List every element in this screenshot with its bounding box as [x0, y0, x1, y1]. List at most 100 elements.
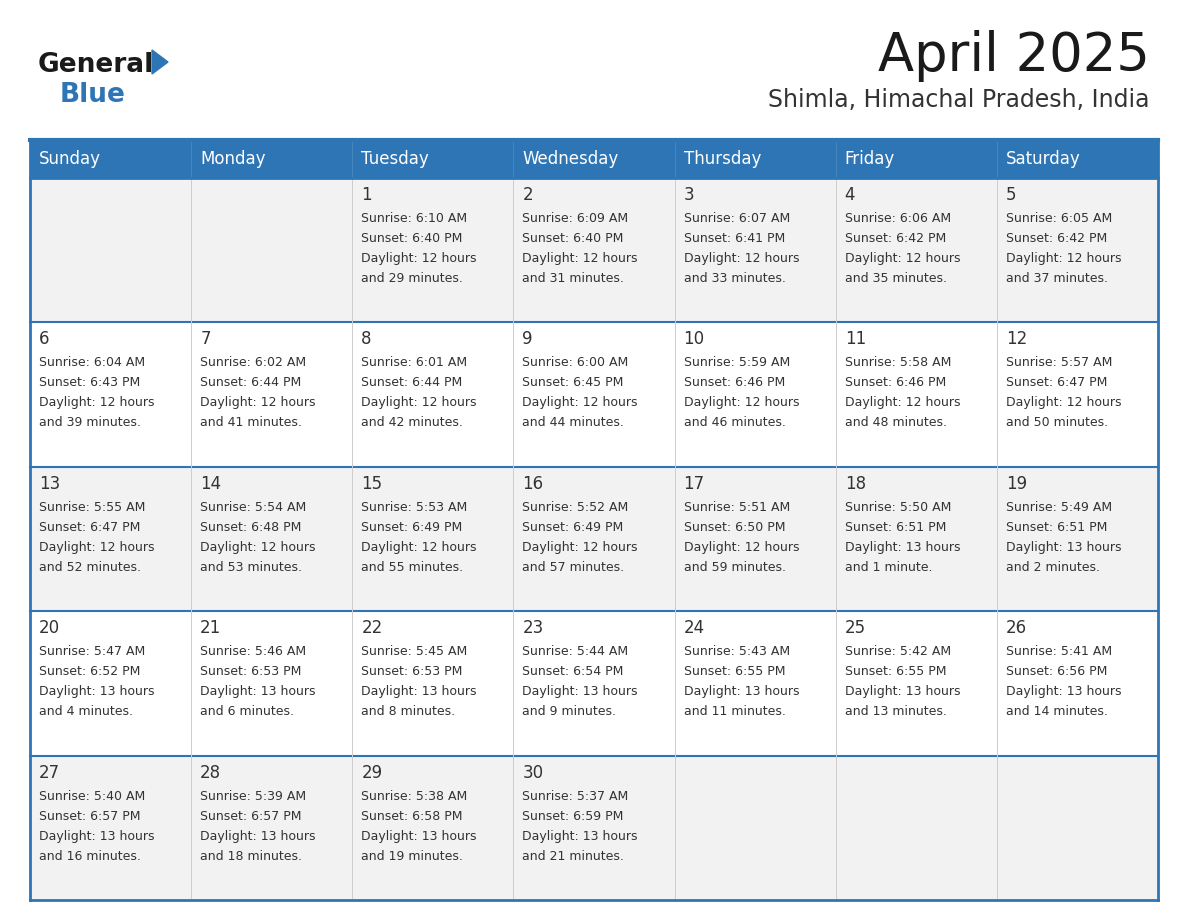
- Text: Daylight: 13 hours: Daylight: 13 hours: [361, 830, 476, 843]
- Text: Daylight: 13 hours: Daylight: 13 hours: [39, 830, 154, 843]
- Text: Daylight: 12 hours: Daylight: 12 hours: [683, 252, 800, 265]
- Bar: [191, 140, 353, 178]
- Bar: [30, 611, 1158, 756]
- Text: Sunrise: 6:00 AM: Sunrise: 6:00 AM: [523, 356, 628, 369]
- Text: Sunrise: 6:10 AM: Sunrise: 6:10 AM: [361, 212, 467, 225]
- Text: Sunset: 6:42 PM: Sunset: 6:42 PM: [1006, 232, 1107, 245]
- Text: Sunset: 6:46 PM: Sunset: 6:46 PM: [683, 376, 785, 389]
- Text: 13: 13: [39, 475, 61, 493]
- Text: 16: 16: [523, 475, 544, 493]
- Text: Daylight: 12 hours: Daylight: 12 hours: [361, 397, 476, 409]
- Text: Sunset: 6:51 PM: Sunset: 6:51 PM: [1006, 521, 1107, 533]
- Text: Daylight: 12 hours: Daylight: 12 hours: [39, 397, 154, 409]
- Text: Daylight: 12 hours: Daylight: 12 hours: [1006, 252, 1121, 265]
- Text: and 48 minutes.: and 48 minutes.: [845, 417, 947, 430]
- Text: Daylight: 12 hours: Daylight: 12 hours: [361, 541, 476, 554]
- Text: Daylight: 12 hours: Daylight: 12 hours: [683, 397, 800, 409]
- Text: Daylight: 13 hours: Daylight: 13 hours: [523, 685, 638, 699]
- Text: Sunrise: 5:51 AM: Sunrise: 5:51 AM: [683, 501, 790, 514]
- Text: Sunrise: 5:38 AM: Sunrise: 5:38 AM: [361, 789, 468, 802]
- Text: and 50 minutes.: and 50 minutes.: [1006, 417, 1108, 430]
- Text: Daylight: 12 hours: Daylight: 12 hours: [200, 397, 316, 409]
- Text: Tuesday: Tuesday: [361, 150, 429, 168]
- Text: and 42 minutes.: and 42 minutes.: [361, 417, 463, 430]
- Text: 9: 9: [523, 330, 533, 349]
- Text: Daylight: 12 hours: Daylight: 12 hours: [39, 541, 154, 554]
- Text: Sunrise: 5:47 AM: Sunrise: 5:47 AM: [39, 645, 145, 658]
- Text: Monday: Monday: [200, 150, 266, 168]
- Bar: [30, 322, 1158, 466]
- Text: 5: 5: [1006, 186, 1017, 204]
- Text: 4: 4: [845, 186, 855, 204]
- Text: and 21 minutes.: and 21 minutes.: [523, 849, 625, 863]
- Text: Saturday: Saturday: [1006, 150, 1081, 168]
- Text: 3: 3: [683, 186, 694, 204]
- Text: Sunrise: 5:45 AM: Sunrise: 5:45 AM: [361, 645, 468, 658]
- Text: and 11 minutes.: and 11 minutes.: [683, 705, 785, 718]
- Text: 26: 26: [1006, 620, 1026, 637]
- Text: Sunrise: 5:52 AM: Sunrise: 5:52 AM: [523, 501, 628, 514]
- Text: Sunrise: 6:02 AM: Sunrise: 6:02 AM: [200, 356, 307, 369]
- Text: 24: 24: [683, 620, 704, 637]
- Text: Sunset: 6:49 PM: Sunset: 6:49 PM: [361, 521, 462, 533]
- Text: Sunset: 6:40 PM: Sunset: 6:40 PM: [361, 232, 462, 245]
- Text: Daylight: 12 hours: Daylight: 12 hours: [683, 541, 800, 554]
- Text: 6: 6: [39, 330, 50, 349]
- Text: and 35 minutes.: and 35 minutes.: [845, 272, 947, 285]
- Text: Sunset: 6:47 PM: Sunset: 6:47 PM: [39, 521, 140, 533]
- Text: 22: 22: [361, 620, 383, 637]
- Text: and 57 minutes.: and 57 minutes.: [523, 561, 625, 574]
- Text: Sunrise: 6:01 AM: Sunrise: 6:01 AM: [361, 356, 467, 369]
- Text: Sunrise: 5:39 AM: Sunrise: 5:39 AM: [200, 789, 307, 802]
- Bar: [30, 178, 1158, 322]
- Text: Daylight: 13 hours: Daylight: 13 hours: [39, 685, 154, 699]
- Text: 18: 18: [845, 475, 866, 493]
- Text: Daylight: 13 hours: Daylight: 13 hours: [683, 685, 800, 699]
- Text: Daylight: 12 hours: Daylight: 12 hours: [361, 252, 476, 265]
- Text: Sunset: 6:51 PM: Sunset: 6:51 PM: [845, 521, 946, 533]
- Text: Wednesday: Wednesday: [523, 150, 619, 168]
- Text: Daylight: 13 hours: Daylight: 13 hours: [361, 685, 476, 699]
- Text: 2: 2: [523, 186, 533, 204]
- Text: Sunrise: 5:59 AM: Sunrise: 5:59 AM: [683, 356, 790, 369]
- Text: Sunset: 6:41 PM: Sunset: 6:41 PM: [683, 232, 785, 245]
- Text: 1: 1: [361, 186, 372, 204]
- Text: Sunrise: 5:49 AM: Sunrise: 5:49 AM: [1006, 501, 1112, 514]
- Text: Daylight: 13 hours: Daylight: 13 hours: [523, 830, 638, 843]
- Text: Sunset: 6:55 PM: Sunset: 6:55 PM: [845, 666, 946, 678]
- Text: and 59 minutes.: and 59 minutes.: [683, 561, 785, 574]
- Text: and 39 minutes.: and 39 minutes.: [39, 417, 141, 430]
- Text: Sunset: 6:55 PM: Sunset: 6:55 PM: [683, 666, 785, 678]
- Text: Sunset: 6:48 PM: Sunset: 6:48 PM: [200, 521, 302, 533]
- Text: Sunset: 6:47 PM: Sunset: 6:47 PM: [1006, 376, 1107, 389]
- Text: 8: 8: [361, 330, 372, 349]
- Text: Sunrise: 6:09 AM: Sunrise: 6:09 AM: [523, 212, 628, 225]
- Text: Daylight: 13 hours: Daylight: 13 hours: [845, 685, 960, 699]
- Text: Sunset: 6:43 PM: Sunset: 6:43 PM: [39, 376, 140, 389]
- Text: Sunset: 6:58 PM: Sunset: 6:58 PM: [361, 810, 463, 823]
- Text: Shimla, Himachal Pradesh, India: Shimla, Himachal Pradesh, India: [769, 88, 1150, 112]
- Text: Friday: Friday: [845, 150, 895, 168]
- Text: Sunset: 6:57 PM: Sunset: 6:57 PM: [200, 810, 302, 823]
- Text: Daylight: 12 hours: Daylight: 12 hours: [845, 252, 960, 265]
- Text: Daylight: 13 hours: Daylight: 13 hours: [1006, 541, 1121, 554]
- Text: Daylight: 12 hours: Daylight: 12 hours: [1006, 397, 1121, 409]
- Text: and 52 minutes.: and 52 minutes.: [39, 561, 141, 574]
- Text: Blue: Blue: [61, 82, 126, 108]
- Text: Sunset: 6:45 PM: Sunset: 6:45 PM: [523, 376, 624, 389]
- Text: 12: 12: [1006, 330, 1028, 349]
- Bar: [30, 140, 191, 178]
- Text: General: General: [38, 52, 154, 78]
- Text: and 9 minutes.: and 9 minutes.: [523, 705, 617, 718]
- Text: Daylight: 13 hours: Daylight: 13 hours: [845, 541, 960, 554]
- Bar: [30, 756, 1158, 900]
- Text: and 46 minutes.: and 46 minutes.: [683, 417, 785, 430]
- Text: and 4 minutes.: and 4 minutes.: [39, 705, 133, 718]
- Text: Sunset: 6:59 PM: Sunset: 6:59 PM: [523, 810, 624, 823]
- Text: Sunrise: 6:06 AM: Sunrise: 6:06 AM: [845, 212, 950, 225]
- Text: 25: 25: [845, 620, 866, 637]
- Text: Sunrise: 6:07 AM: Sunrise: 6:07 AM: [683, 212, 790, 225]
- Text: and 19 minutes.: and 19 minutes.: [361, 849, 463, 863]
- Bar: [835, 140, 997, 178]
- Text: 20: 20: [39, 620, 61, 637]
